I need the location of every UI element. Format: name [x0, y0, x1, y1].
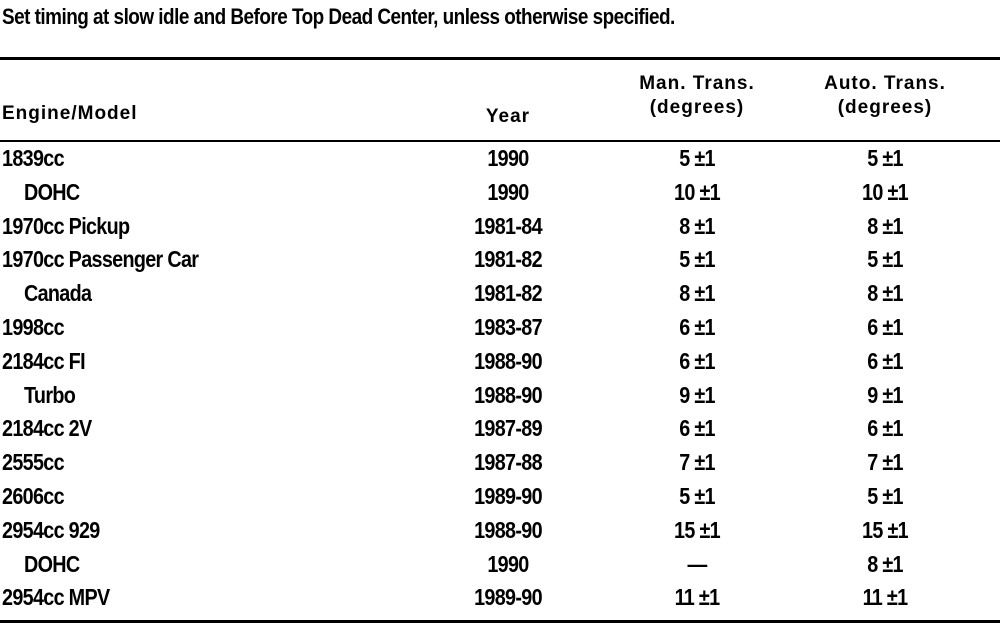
timing-degrees: 15 ±1 [862, 516, 909, 543]
engine-model: 1839cc [2, 145, 65, 171]
timing-degrees: 8 ±1 [867, 280, 903, 307]
timing-degrees: 10 ±1 [674, 178, 721, 205]
engine-model: 2606cc [2, 483, 65, 509]
engine-model: DOHC [24, 178, 80, 205]
timing-degrees: 6 ±1 [679, 314, 715, 340]
timing-degrees: 15 ±1 [674, 516, 721, 543]
timing-degrees: 5 ±1 [679, 145, 715, 171]
year: 1987-89 [474, 415, 542, 442]
column-header: Engine/Model [2, 103, 138, 124]
engine-model: Turbo [24, 381, 76, 408]
year: 1981-82 [474, 280, 542, 307]
timing-degrees: 9 ±1 [679, 381, 715, 408]
top-rule [0, 57, 1000, 60]
timing-degrees: — [687, 550, 707, 577]
timing-degrees: 6 ±1 [679, 347, 715, 374]
year: 1990 [487, 145, 529, 171]
timing-degrees: 7 ±1 [679, 449, 715, 476]
timing-degrees: 5 ±1 [867, 246, 903, 273]
engine-model: 2555cc [2, 449, 65, 476]
year: 1989-90 [474, 584, 542, 611]
year: 1988-90 [474, 516, 542, 543]
timing-degrees: 5 ±1 [867, 145, 903, 171]
engine-model: 2954cc MPV [2, 584, 110, 611]
year: 1988-90 [474, 381, 542, 408]
column-header: (degrees) [837, 97, 933, 118]
year: 1988-90 [474, 347, 542, 374]
timing-degrees: 8 ±1 [867, 550, 903, 577]
timing-degrees: 8 ±1 [679, 280, 715, 307]
timing-degrees: 6 ±1 [867, 347, 903, 374]
timing-degrees: 11 ±1 [674, 584, 721, 611]
timing-degrees: 11 ±1 [862, 584, 909, 611]
timing-degrees: 5 ±1 [679, 246, 715, 273]
note: Set timing at slow idle and Before Top D… [2, 4, 675, 29]
timing-degrees: 8 ±1 [679, 212, 715, 239]
engine-model: DOHC [24, 550, 80, 577]
timing-degrees: 8 ±1 [867, 212, 903, 239]
year: 1981-84 [474, 212, 542, 239]
bottom-rule [0, 620, 1000, 623]
year: 1990 [487, 178, 529, 205]
year: 1983-87 [474, 314, 542, 340]
engine-model: 2184cc 2V [2, 415, 92, 442]
timing-degrees: 10 ±1 [862, 178, 909, 205]
engine-model: 1970cc Passenger Car [2, 246, 199, 273]
year: 1987-88 [474, 449, 542, 476]
year: 1981-82 [474, 246, 542, 273]
timing-degrees: 9 ±1 [867, 381, 903, 408]
column-header: Year [485, 106, 531, 127]
engine-model: 1998cc [2, 314, 65, 340]
engine-model: 2954cc 929 [2, 516, 100, 543]
engine-model: 2184cc FI [2, 347, 86, 374]
year: 1990 [487, 550, 529, 577]
timing-degrees: 5 ±1 [679, 483, 715, 509]
timing-degrees: 7 ±1 [867, 449, 903, 476]
timing-degrees: 6 ±1 [867, 314, 903, 340]
timing-degrees: 6 ±1 [867, 415, 903, 442]
year: 1989-90 [474, 483, 542, 509]
engine-model: 1970cc Pickup [2, 212, 130, 239]
engine-model: Canada [24, 280, 92, 307]
column-header: (degrees) [649, 97, 745, 118]
column-header: Auto. Trans. [824, 73, 946, 94]
timing-degrees: 6 ±1 [679, 415, 715, 442]
header-rule [0, 140, 1000, 142]
column-header: Man. Trans. [639, 73, 755, 94]
timing-degrees: 5 ±1 [867, 483, 903, 509]
